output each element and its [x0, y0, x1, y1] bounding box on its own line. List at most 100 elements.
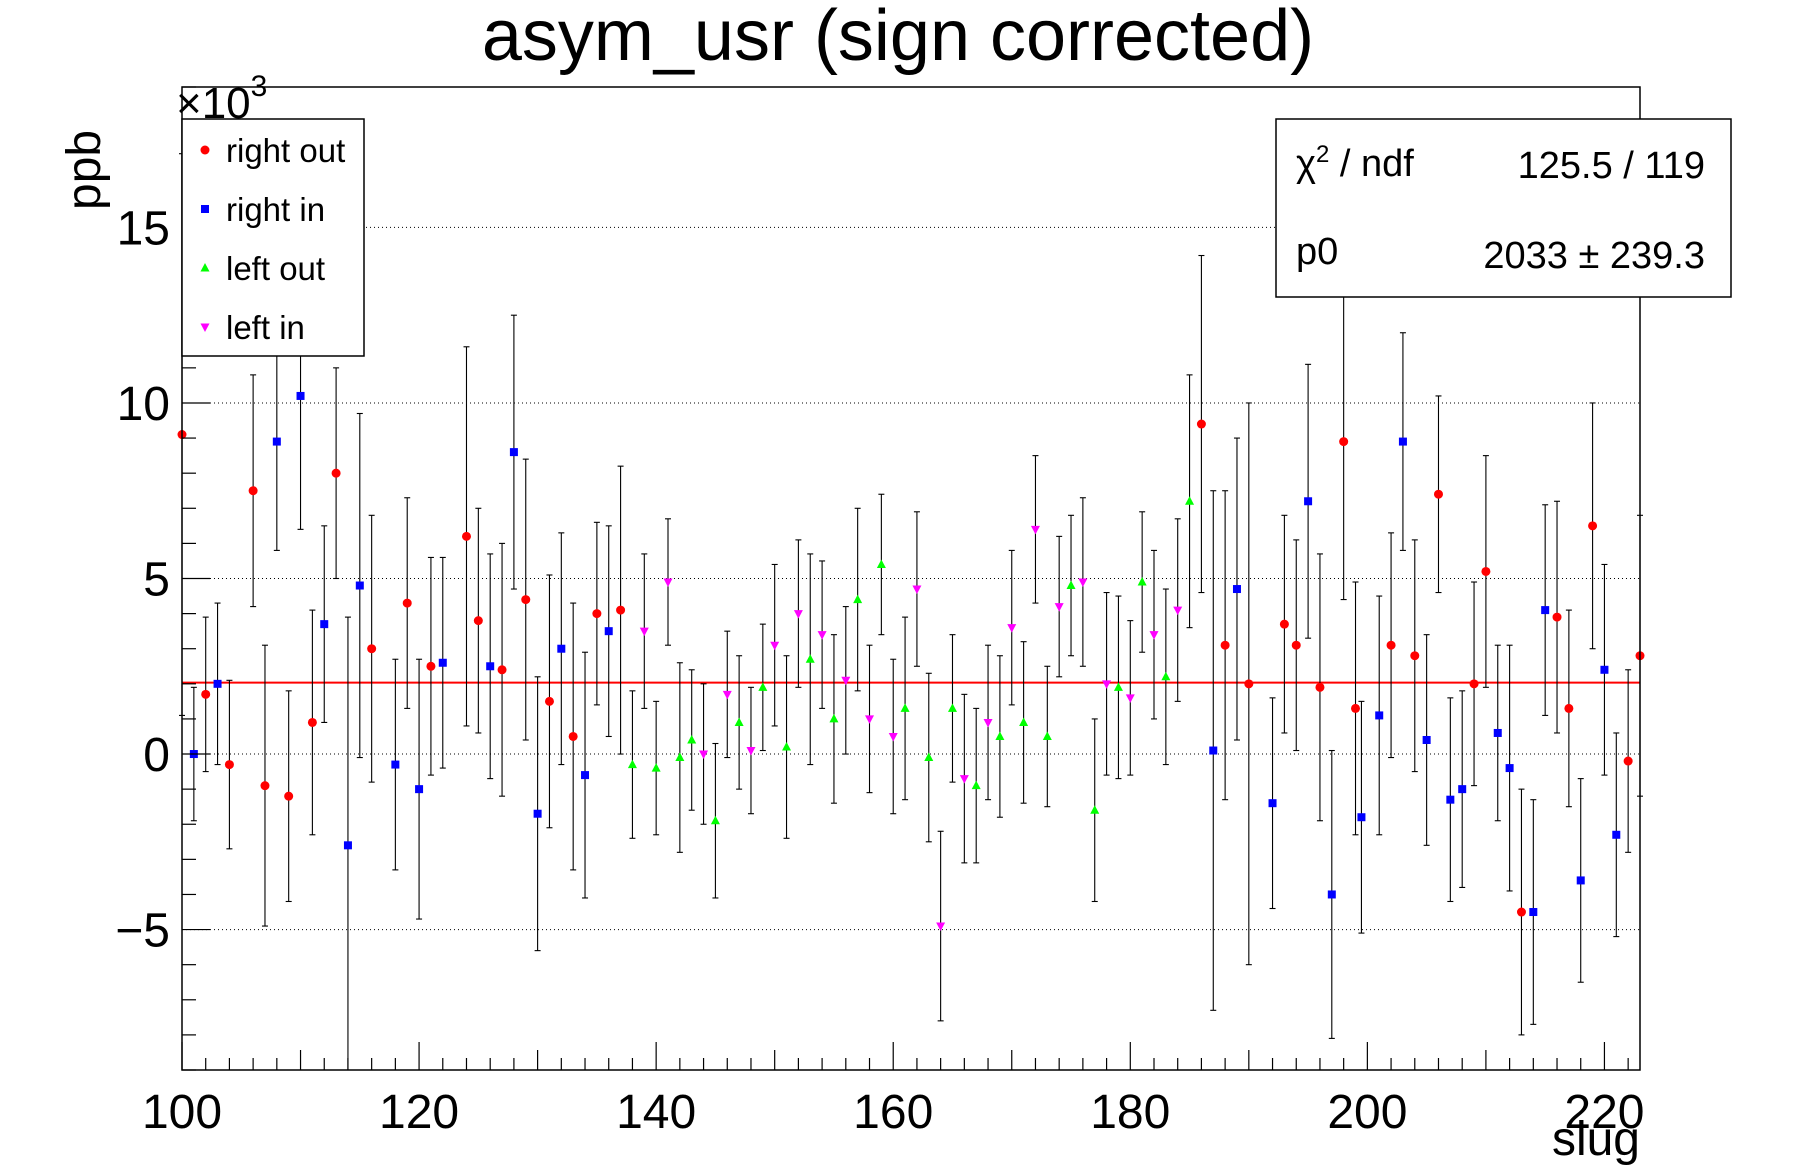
point-right-in [604, 627, 613, 636]
point-left-in [1173, 606, 1183, 616]
point-right-out [461, 531, 471, 541]
point-right-in [296, 391, 305, 400]
point-left-in [639, 627, 649, 637]
point-right-out [248, 486, 258, 496]
point-left-out [710, 815, 720, 825]
point-left-out [734, 717, 744, 726]
x-tick-label: 180 [1090, 1086, 1170, 1139]
point-left-out [687, 734, 697, 744]
y-tick-label: 5 [143, 554, 170, 607]
x-tick-label: 160 [853, 1086, 933, 1139]
point-right-out [1564, 703, 1574, 713]
point-left-in [841, 676, 851, 686]
point-right-out [568, 731, 578, 741]
point-left-in [936, 922, 946, 932]
y-axis-label: ppb [58, 130, 111, 210]
point-left-in [912, 585, 922, 595]
point-right-in [320, 620, 329, 629]
point-right-in [1612, 830, 1621, 839]
x-tick-label: 140 [616, 1086, 696, 1139]
y-tick-label: 10 [117, 378, 170, 431]
point-right-out [544, 696, 554, 706]
x-tick-label: 100 [142, 1086, 222, 1139]
legend-marker-left-in [200, 323, 210, 332]
stats-chi2-label: χ2 / ndf [1296, 141, 1414, 185]
x-axis-label: slug [1552, 1113, 1640, 1166]
stats-chi2-superscript: 2 [1316, 141, 1329, 168]
point-left-out [995, 731, 1005, 740]
point-right-out [1351, 703, 1361, 713]
point-left-in [699, 750, 709, 760]
point-right-out [521, 595, 531, 605]
x-tick-label: 200 [1327, 1086, 1407, 1139]
point-right-in [272, 437, 281, 446]
legend-marker-right-out [200, 145, 210, 155]
point-right-out [1588, 521, 1598, 531]
point-left-out [876, 559, 886, 568]
point-left-out [758, 682, 768, 691]
point-left-out [829, 713, 839, 723]
y-tick-label: −5 [115, 905, 170, 958]
y-tick-label: 0 [143, 729, 170, 782]
point-right-out [473, 616, 483, 626]
point-right-out [260, 781, 270, 791]
chart-title: asym_usr (sign corrected) [482, 0, 1314, 76]
point-left-out [651, 763, 661, 772]
point-left-in [1030, 525, 1040, 535]
legend-label: right in [226, 191, 325, 228]
point-right-out [1469, 679, 1479, 689]
point-left-in [793, 610, 803, 619]
point-left-out [782, 742, 792, 751]
point-left-out [675, 752, 685, 762]
point-right-out [1279, 619, 1289, 629]
point-right-out [201, 689, 211, 699]
stats-p0-value: 2033 ± 239.3 [1483, 235, 1705, 277]
point-left-in [1149, 631, 1159, 640]
point-right-out [1552, 612, 1562, 622]
point-left-in [959, 775, 969, 784]
y-axis: −5 0 5 10 15 [115, 86, 210, 1071]
point-right-in [1357, 813, 1366, 822]
point-left-out [1019, 717, 1029, 726]
point-right-in [391, 760, 400, 769]
point-right-in [1458, 785, 1467, 794]
point-right-in [581, 771, 590, 780]
point-right-in [355, 581, 364, 590]
point-right-out [307, 717, 317, 727]
point-right-out [1516, 907, 1526, 917]
point-right-in [486, 662, 495, 671]
stats-chi2-rest: / ndf [1329, 143, 1414, 185]
point-left-in [817, 631, 827, 640]
point-left-in [888, 732, 898, 742]
stats-p0-label: p0 [1296, 231, 1338, 273]
legend-label: right out [226, 132, 345, 169]
point-right-in [1422, 735, 1431, 744]
point-left-out [1161, 671, 1171, 681]
point-left-out [1185, 496, 1195, 505]
point-left-out [1042, 731, 1052, 740]
x-tick-label: 220 [1564, 1086, 1644, 1139]
point-left-out [924, 752, 934, 762]
point-right-in [1398, 437, 1407, 446]
point-left-in [746, 747, 756, 756]
point-right-in [509, 448, 518, 457]
x-axis: 100 120 140 160 180 200 220 [142, 1042, 1644, 1139]
point-left-out [627, 759, 637, 769]
point-left-out [971, 780, 981, 790]
point-right-out [1291, 640, 1301, 650]
data-points [177, 153, 1645, 1070]
stats-box-frame [1275, 118, 1732, 298]
point-right-in [438, 658, 447, 667]
point-left-in [983, 718, 993, 728]
point-right-in [1375, 711, 1384, 720]
point-left-out [853, 594, 863, 604]
point-right-out [284, 791, 294, 801]
point-right-out [1339, 437, 1349, 447]
legend-marker-right-in [201, 205, 209, 213]
point-left-out [1113, 682, 1123, 691]
point-right-out [1386, 640, 1396, 650]
point-left-in [1007, 624, 1017, 633]
point-right-in [1209, 746, 1218, 755]
point-right-out [224, 760, 234, 770]
y-tick-label: 15 [117, 202, 170, 255]
